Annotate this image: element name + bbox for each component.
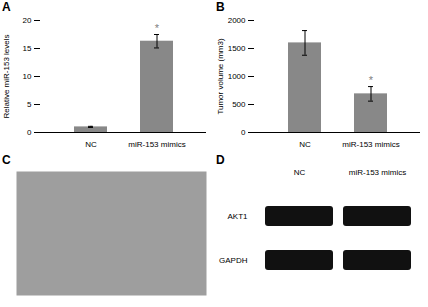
svg-text:2000: 2000: [228, 16, 246, 25]
svg-text:5: 5: [27, 100, 32, 109]
svg-text:GAPDH: GAPDH: [219, 256, 248, 265]
svg-text:*: *: [155, 22, 160, 34]
svg-text:NC: NC: [85, 140, 97, 149]
svg-text:Relative miR-153 levels: Relative miR-153 levels: [2, 34, 11, 118]
svg-text:miR-153 mimics: miR-153 mimics: [128, 140, 185, 149]
svg-text:1500: 1500: [228, 44, 246, 53]
svg-text:Tumor volume (mm3): Tumor volume (mm3): [216, 38, 225, 114]
svg-text:0: 0: [27, 128, 32, 137]
svg-text:NC: NC: [299, 140, 311, 149]
html-text:D: D: [216, 153, 225, 167]
svg-text:AKT1: AKT1: [227, 212, 248, 221]
svg-text:20: 20: [23, 16, 32, 25]
svg-text:15: 15: [23, 44, 32, 53]
svg-text:1000: 1000: [228, 72, 246, 81]
html-text:B: B: [216, 0, 225, 14]
svg-text:NC: NC: [294, 168, 306, 177]
svg-text:500: 500: [232, 100, 246, 109]
svg-text:10: 10: [23, 72, 32, 81]
html-text:C: C: [2, 153, 11, 167]
svg-text:*: *: [369, 74, 374, 86]
svg-text:miR-153 mimics: miR-153 mimics: [349, 168, 406, 177]
svg-text:0: 0: [241, 128, 246, 137]
svg-text:miR-153 mimics: miR-153 mimics: [342, 140, 399, 149]
html-text:A: A: [2, 0, 11, 14]
